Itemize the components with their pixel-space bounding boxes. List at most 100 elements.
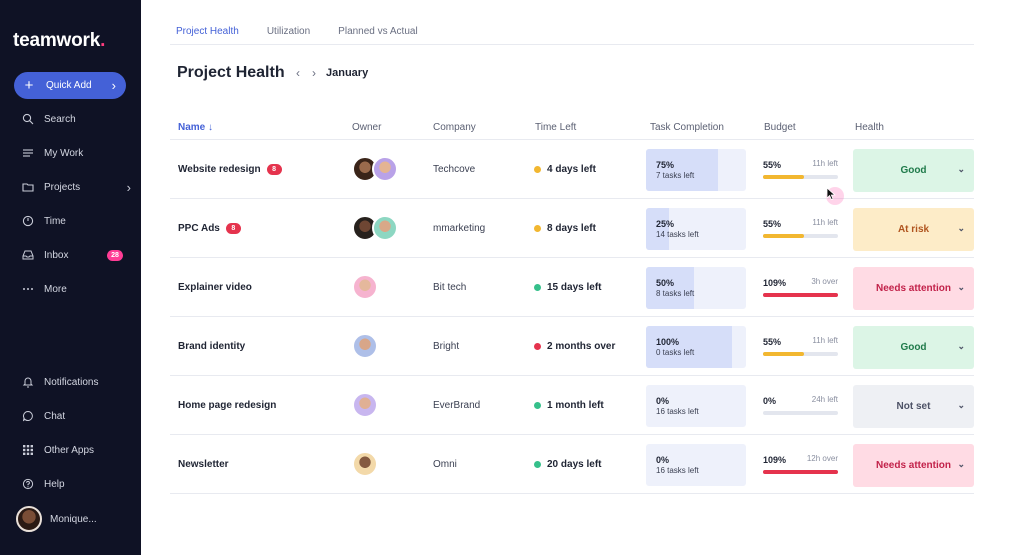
owner-avatar[interactable] (352, 274, 378, 300)
bell-icon (21, 375, 35, 389)
user-avatar[interactable] (16, 506, 42, 532)
table-row[interactable]: Explainer video Bit tech 15 days left 50% 8 … (170, 258, 974, 317)
column-header-owner[interactable]: Owner (352, 122, 382, 133)
project-name[interactable]: Brand identity (178, 341, 245, 352)
budget-fill (763, 175, 804, 179)
company-name: EverBrand (433, 400, 481, 411)
sidebar-item-time[interactable]: Time (21, 212, 131, 230)
task-completion: 100% 0 tasks left (646, 326, 746, 368)
task-percent: 25% (656, 219, 675, 229)
health-dropdown[interactable]: Needs attention ⌄ (853, 267, 974, 310)
clock-icon (21, 214, 35, 228)
table-row[interactable]: PPC Ads 8 mmarketing 8 days left 25% 14 tasks… (170, 199, 974, 258)
time-left-label: 2 months over (547, 341, 616, 352)
tasks-left: 8 tasks left (656, 289, 695, 298)
table-row[interactable]: Brand identity Bright 2 months over 100% 0 t… (170, 317, 974, 376)
health-dropdown[interactable]: At risk ⌄ (853, 208, 974, 251)
sidebar-item-label: Chat (44, 410, 66, 422)
chat-icon (21, 409, 35, 423)
owners (352, 333, 378, 359)
ellipsis-icon (21, 282, 35, 296)
company-name: Omni (433, 459, 457, 470)
sort-down-icon: ↓ (208, 122, 214, 133)
task-completion: 0% 16 tasks left (646, 385, 746, 427)
owner-avatar[interactable] (372, 215, 398, 241)
header-divider (170, 139, 974, 140)
chevron-down-icon: ⌄ (957, 400, 965, 410)
budget-fill (763, 234, 804, 238)
logo-dot: . (100, 30, 106, 51)
chevron-down-icon: ⌄ (957, 282, 965, 292)
column-header-budget[interactable]: Budget (764, 122, 796, 133)
tab-project-health[interactable]: Project Health (176, 26, 239, 37)
owner-avatar[interactable] (352, 451, 378, 477)
time-left-label: 4 days left (547, 164, 596, 175)
sidebar-item-label: My Work (44, 147, 84, 159)
sidebar-item-more[interactable]: More (21, 280, 131, 298)
tab-planned-vs-actual[interactable]: Planned vs Actual (338, 26, 418, 37)
health-dropdown[interactable]: Not set ⌄ (853, 385, 974, 428)
status-dot (534, 343, 541, 350)
user-name[interactable]: Monique... (50, 514, 97, 525)
table-row[interactable]: Home page redesign EverBrand 1 month left 0… (170, 376, 974, 435)
health-label: Good (900, 342, 927, 353)
project-name[interactable]: Website redesign 8 (178, 164, 282, 175)
sidebar-item-projects[interactable]: Projects › (21, 178, 131, 196)
table-row[interactable]: Newsletter Omni 20 days left 0% 16 tasks lef… (170, 435, 974, 494)
inbox-icon (21, 248, 35, 262)
sidebar-item-label: Inbox (44, 249, 69, 261)
project-name[interactable]: Newsletter (178, 459, 229, 470)
teamwork-logo[interactable]: teamwork. (13, 30, 106, 51)
sidebar-item-inbox[interactable]: Inbox 28 (21, 246, 131, 264)
sidebar-item-my-work[interactable]: My Work (21, 144, 131, 162)
budget-remaining: 24h left (811, 395, 838, 404)
owner-avatar[interactable] (372, 156, 398, 182)
sidebar-item-label: Notifications (44, 376, 99, 388)
column-header-task-completion[interactable]: Task Completion (650, 122, 724, 133)
budget-percent: 109% (763, 455, 787, 465)
sidebar-item-search[interactable]: Search (21, 110, 131, 128)
budget-track (763, 352, 838, 356)
health-dropdown[interactable]: Good ⌄ (853, 326, 974, 369)
health-label: At risk (897, 224, 930, 235)
tab-utilization[interactable]: Utilization (266, 26, 311, 37)
time-left-label: 1 month left (547, 400, 604, 411)
project-name-label: Home page redesign (178, 400, 277, 411)
sidebar-item-notifications[interactable]: Notifications (21, 373, 131, 391)
table-row[interactable]: Website redesign 8 Techcove 4 days left 75% 7… (170, 140, 974, 199)
project-name-label: Explainer video (178, 282, 252, 293)
task-completion-fill (646, 326, 732, 368)
column-header-name[interactable]: Name ↓ (178, 122, 213, 133)
time-left-label: 20 days left (547, 459, 602, 470)
owners (352, 451, 378, 477)
health-dropdown[interactable]: Needs attention ⌄ (853, 444, 974, 487)
sidebar-item-chat[interactable]: Chat (21, 407, 131, 425)
status-dot (534, 402, 541, 409)
previous-month-button[interactable]: ‹ (296, 66, 300, 80)
budget-fill (763, 352, 804, 356)
budget-percent: 55% (763, 219, 782, 229)
project-name[interactable]: PPC Ads 8 (178, 223, 241, 234)
owner-avatar[interactable] (352, 392, 378, 418)
project-name[interactable]: Home page redesign (178, 400, 276, 411)
quick-add-button[interactable]: + Quick Add › (14, 72, 126, 99)
budget-track (763, 293, 838, 297)
time-left: 4 days left (534, 164, 596, 175)
project-name[interactable]: Explainer video (178, 282, 252, 293)
grid-icon (21, 443, 35, 457)
budget-percent: 0% (763, 396, 777, 406)
sidebar-item-help[interactable]: Help (21, 475, 131, 493)
health-dropdown[interactable]: Good ⌄ (853, 149, 974, 192)
column-header-health[interactable]: Health (855, 122, 884, 133)
task-completion-fill (646, 149, 718, 191)
search-icon (21, 112, 35, 126)
column-header-company[interactable]: Company (433, 122, 476, 133)
budget-remaining: 12h over (806, 454, 838, 463)
inbox-count-badge: 28 (107, 249, 123, 261)
owner-avatar[interactable] (352, 333, 378, 359)
sidebar-item-other-apps[interactable]: Other Apps (21, 441, 131, 459)
help-icon (21, 477, 35, 491)
next-month-button[interactable]: › (312, 66, 316, 80)
column-header-time-left[interactable]: Time Left (535, 122, 577, 133)
tasks-left: 16 tasks left (656, 407, 699, 416)
